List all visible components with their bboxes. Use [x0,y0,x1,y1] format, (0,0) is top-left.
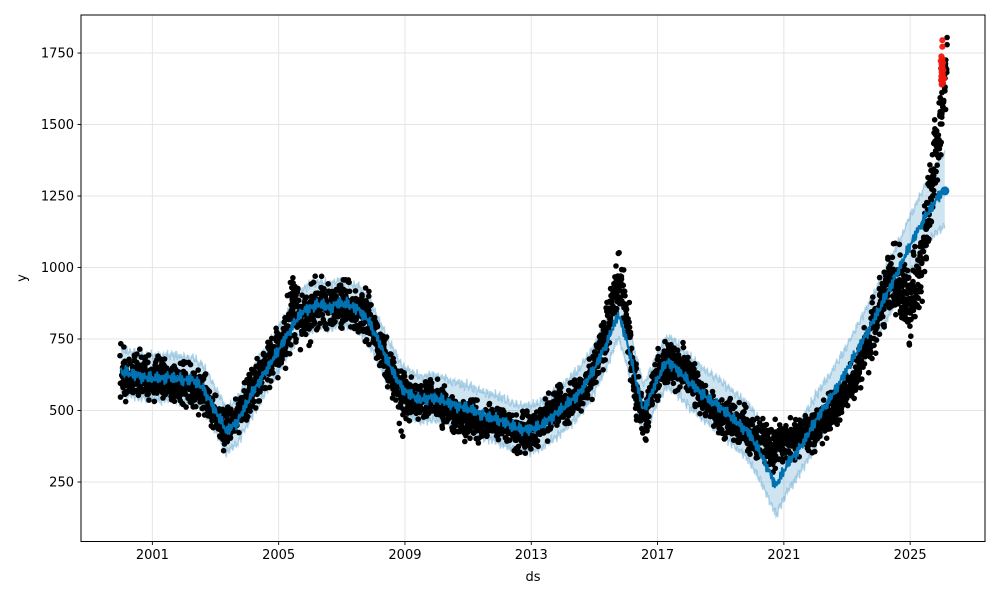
forecast-yhat-line [119,187,946,489]
x-tick-label: 2005 [262,548,295,563]
axes-frame [80,14,986,542]
anomaly-points [937,37,948,88]
x-tick-label: 2009 [388,548,421,563]
y-tick-label: 1250 [41,190,74,205]
y-tick-label: 1500 [41,118,74,133]
y-axis-label: y [15,274,30,282]
uncertainty-band-area [120,150,945,518]
plot-border [80,14,986,542]
forecast-line-endpoint [940,186,950,196]
x-axis-label: ds [525,570,540,585]
y-tick-label: 1750 [41,47,74,62]
gridlines [81,15,985,542]
uncertainty-band [120,150,946,520]
x-tick-label: 2013 [515,548,548,563]
x-tick-label: 2001 [136,548,169,563]
anomaly-point [938,81,945,88]
y-tick-label: 1000 [41,261,74,276]
tick-marks-and-labels: 2001 2005 2009 2013 2017 2021 2025 250 500 750 100… [41,47,927,563]
anomaly-point [939,43,946,50]
anomaly-point [939,37,946,44]
y-tick-label: 250 [49,476,74,491]
y-tick-label: 500 [49,404,74,419]
x-tick-label: 2025 [894,548,927,563]
y-tick-label: 750 [49,333,74,348]
x-tick-label: 2017 [641,548,674,563]
anomaly-point [940,75,948,82]
forecast-line [119,186,950,489]
x-tick-label: 2021 [767,548,800,563]
